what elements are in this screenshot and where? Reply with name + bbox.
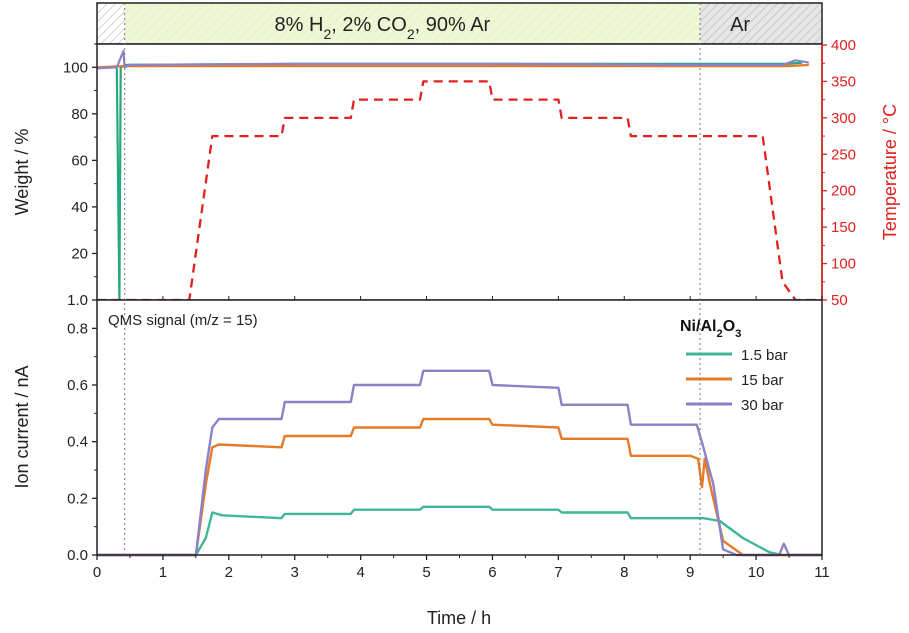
time-tick-label: 4 xyxy=(356,564,364,581)
phase-markers xyxy=(124,3,701,555)
bottom-plot-background xyxy=(97,300,822,555)
atmosphere-band-hatch-1 xyxy=(700,3,822,44)
qms-annotation: QMS signal (m/z = 15) xyxy=(108,312,258,329)
ion-series-line-0 xyxy=(97,505,822,557)
ion-current-axis-label: Ion current / nA xyxy=(12,365,32,488)
ion-tick-label: 0.2 xyxy=(67,490,88,507)
weight-tick-label: 60 xyxy=(71,152,88,169)
atmosphere-band-strip: 8% H2, 2% CO2, 90% Ar Ar xyxy=(96,2,823,45)
legend-title: Ni/Al2O3 xyxy=(680,318,741,340)
atmosphere-band-hatch-0 xyxy=(124,3,701,44)
time-axis-ticks: 0 1 2 3 4 5 6 7 8 9 10 11 xyxy=(93,296,830,581)
weight-tick-label: 20 xyxy=(71,245,88,262)
temperature-tick-label: 150 xyxy=(831,219,856,236)
band-pre-hatch xyxy=(97,3,128,44)
top-series-layer xyxy=(96,49,822,302)
ion-current-axis-ticks: 0.0 0.2 0.4 0.6 0.8 xyxy=(67,299,97,564)
ion-series-line-2 xyxy=(97,369,822,557)
weight-temperature-panel: 1.0 20 40 60 80 100 50 100 150 200 250 300 350 400 W… xyxy=(12,37,900,309)
weight-axis-label: Weight / % xyxy=(12,129,32,216)
temperature-axis-label: Temperature / °C xyxy=(880,104,900,240)
time-tick-label: 6 xyxy=(488,564,496,581)
temperature-tick-label: 350 xyxy=(831,73,856,90)
time-tick-label: 2 xyxy=(225,564,233,581)
ion-tick-label: 0.0 xyxy=(67,547,88,564)
ion-series-line-1 xyxy=(97,417,822,557)
ion-tick-label: 0.4 xyxy=(67,434,88,451)
temperature-axis-ticks: 50 100 150 200 250 300 350 400 xyxy=(821,37,856,309)
atmosphere-band-label-1: Ar xyxy=(730,14,750,36)
time-tick-label: 10 xyxy=(748,564,765,581)
weight-axis-ticks: 1.0 20 40 60 80 100 xyxy=(63,43,97,309)
time-axis-label: Time / h xyxy=(427,608,491,628)
temperature-tick-label: 50 xyxy=(831,292,848,309)
weight-tick-label: 100 xyxy=(63,59,88,76)
top-plot-background xyxy=(97,44,822,300)
ion-current-panel: 0.0 0.2 0.4 0.6 0.8 0 1 2 3 4 5 6 7 8 9 10 11 QMS signa… xyxy=(12,296,830,628)
time-tick-label: 9 xyxy=(686,564,694,581)
bottom-series-layer xyxy=(97,369,822,557)
time-tick-label: 0 xyxy=(93,564,101,581)
time-tick-label: 3 xyxy=(291,564,299,581)
time-tick-label: 1 xyxy=(159,564,167,581)
weight-series-line-1 xyxy=(96,63,809,69)
atmosphere-bands: 8% H2, 2% CO2, 90% Ar Ar xyxy=(124,3,822,44)
temperature-tick-label: 100 xyxy=(831,256,856,273)
legend-label-0: 1.5 bar xyxy=(741,347,788,364)
time-tick-label: 8 xyxy=(620,564,628,581)
weight-tick-label: 1.0 xyxy=(67,292,88,309)
ion-tick-label: 0.8 xyxy=(67,320,88,337)
temperature-tick-label: 400 xyxy=(831,37,856,54)
ion-tick-label: 0.6 xyxy=(67,377,88,394)
legend-label-1: 15 bar xyxy=(741,372,784,389)
time-tick-label: 11 xyxy=(814,564,830,581)
temperature-tick-label: 200 xyxy=(831,183,856,200)
weight-tick-label: 80 xyxy=(71,106,88,123)
time-tick-label: 5 xyxy=(422,564,430,581)
temperature-tick-label: 250 xyxy=(831,146,856,163)
weight-tick-label: 40 xyxy=(71,199,88,216)
atmosphere-band-label-0: 8% H2, 2% CO2, 90% Ar xyxy=(275,14,491,42)
temperature-tick-label: 300 xyxy=(831,110,856,127)
time-tick-label: 7 xyxy=(554,564,562,581)
legend-label-2: 30 bar xyxy=(741,397,784,414)
weight-series-line-2 xyxy=(96,49,809,70)
